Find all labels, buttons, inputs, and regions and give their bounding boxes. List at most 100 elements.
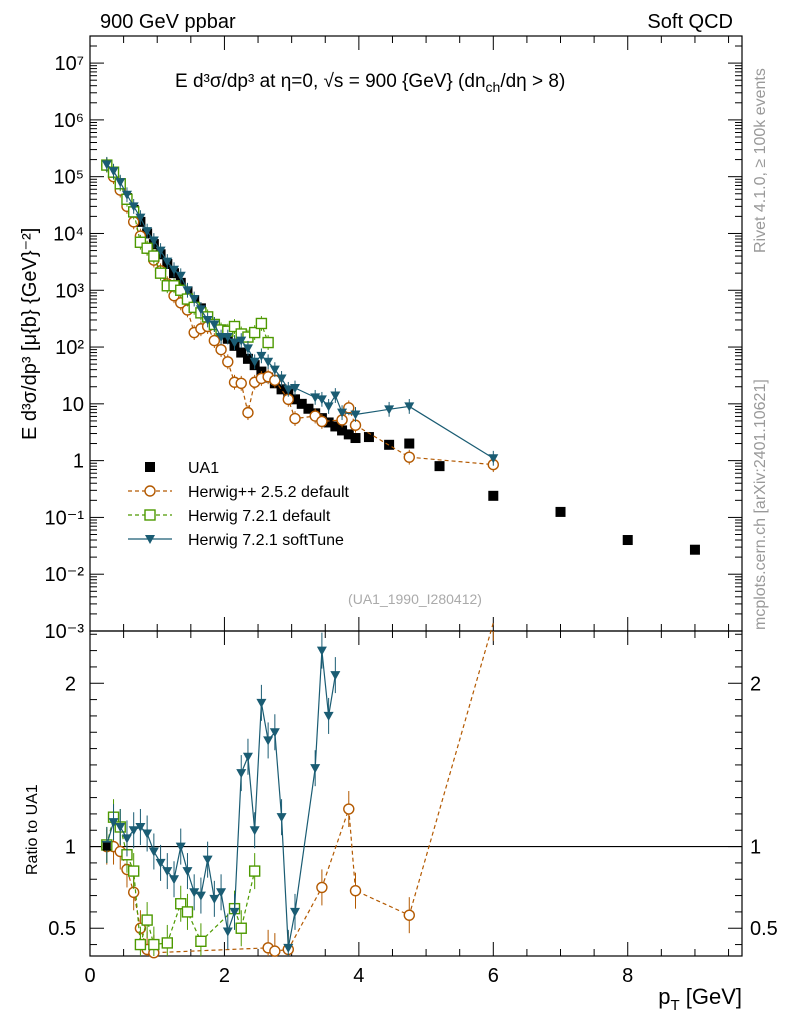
data-point — [154, 267, 167, 279]
data-point — [101, 160, 112, 170]
data-point — [689, 544, 700, 555]
data-point — [330, 421, 341, 432]
data-point — [121, 190, 132, 200]
data-point — [236, 347, 247, 358]
ratio-point — [161, 937, 173, 949]
ratio-point — [134, 938, 147, 951]
legend-label: Herwig 7.2.1 default — [188, 508, 331, 525]
x-tick-label: 8 — [622, 965, 633, 987]
y-tick-label: 1 — [73, 451, 84, 473]
y-tick-label: 10⁻¹ — [45, 507, 85, 529]
ratio-y-tick-label: 1 — [65, 837, 76, 859]
data-point — [169, 265, 180, 275]
ratio-reference-point — [102, 842, 111, 851]
ratio-point — [195, 935, 207, 948]
ratio-point — [202, 855, 213, 865]
data-point — [242, 406, 254, 419]
legend-label: UA1 — [188, 460, 219, 477]
data-point — [343, 402, 355, 414]
legend-label: Herwig++ 2.5.2 default — [188, 484, 350, 501]
data-point — [263, 357, 274, 367]
data-point — [316, 395, 327, 405]
ratio-point — [269, 945, 281, 957]
data-point — [262, 336, 274, 349]
x-axis-label-main: p — [658, 984, 670, 1009]
data-point — [134, 236, 147, 248]
data-point — [182, 286, 193, 296]
ratio-line-0 — [106, 622, 494, 954]
data-point — [296, 398, 307, 409]
ratio-point — [182, 867, 193, 877]
ratio-point — [242, 752, 253, 762]
ratio-point — [148, 938, 160, 951]
ratio-point — [236, 769, 247, 779]
data-point — [255, 317, 268, 330]
ratio-point — [269, 728, 280, 738]
data-point — [142, 227, 153, 237]
ratio-y-tick-label-right: 0.5 — [750, 918, 778, 940]
y-tick-label: 10⁻³ — [45, 621, 85, 643]
ratio-point — [256, 698, 267, 708]
title-prefix: E d³σ/dp³ at η=0, √s = 900 {GeV} (dn — [175, 71, 486, 92]
ratio-y-tick-label: 2 — [65, 673, 76, 695]
data-point — [488, 490, 499, 501]
main-y-axis-label: E d³σ/dp³ [μ{b} {GeV}⁻²] — [19, 228, 41, 440]
y-tick-label: 10⁴ — [53, 223, 84, 245]
data-point — [350, 433, 361, 444]
ratio-point — [181, 906, 194, 918]
ratio-point — [323, 711, 334, 721]
ratio-point — [175, 898, 187, 910]
ratio-y-axis-label: Ratio to UA1 — [24, 784, 41, 875]
data-point — [128, 202, 139, 212]
data-point — [337, 408, 348, 418]
ratio-point — [121, 834, 132, 844]
data-point — [115, 178, 126, 188]
data-point — [555, 506, 566, 517]
x-axis-label: pT [GeV] — [658, 984, 742, 1014]
ratio-point — [283, 943, 294, 953]
x-tick-label: 4 — [353, 965, 364, 987]
data-point — [404, 438, 415, 449]
legend-marker — [144, 485, 156, 497]
data-point — [337, 425, 348, 436]
data-point — [330, 391, 341, 401]
ratio-point — [189, 888, 200, 898]
ratio-point — [169, 875, 180, 885]
data-point — [256, 351, 267, 361]
data-point — [290, 394, 301, 405]
data-point — [216, 333, 227, 343]
data-point — [141, 242, 153, 254]
data-point — [316, 415, 328, 428]
ratio-point — [310, 764, 321, 774]
data-point — [249, 357, 260, 367]
x-axis-label-sub: T — [670, 997, 679, 1014]
data-point — [175, 271, 186, 281]
ratio-y-tick-label: 0.5 — [48, 918, 76, 940]
ratio-point — [316, 646, 327, 656]
y-tick-label: 10⁶ — [54, 110, 84, 132]
main-axes: 10⁻³ 10⁻² 10⁻¹ 1 10 10² 10³ 10⁴ 10⁵ 10⁶ 10⁷ — [45, 35, 742, 643]
main-plot-title: E d³σ/dp³ at η=0, √s = 900 {GeV} (dnch/d… — [175, 71, 565, 95]
data-point — [189, 295, 200, 305]
data-point — [404, 402, 415, 412]
data-point — [155, 246, 166, 256]
data-point — [228, 320, 241, 333]
main-data-marks — [101, 156, 700, 555]
title-suffix: /dη > 8) — [500, 71, 565, 92]
data-point — [229, 338, 240, 348]
data-point — [222, 333, 233, 343]
ratio-point — [195, 891, 206, 901]
data-point — [323, 402, 334, 412]
data-point — [269, 365, 280, 375]
header-right-label: Soft QCD — [647, 11, 733, 33]
data-point — [622, 535, 633, 546]
ratio-point — [135, 822, 146, 832]
data-point — [148, 250, 160, 262]
data-point — [242, 344, 253, 354]
ratio-point — [249, 826, 260, 836]
ratio-point — [403, 909, 415, 921]
ratio-point — [141, 914, 153, 926]
ratio-point — [235, 922, 247, 934]
ratio-point — [349, 884, 362, 897]
